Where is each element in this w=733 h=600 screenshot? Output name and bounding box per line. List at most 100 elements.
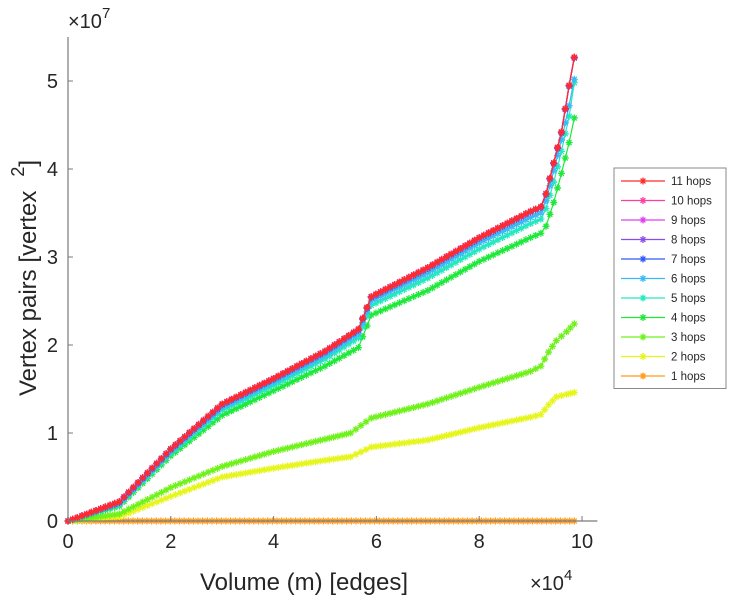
data-point	[129, 507, 137, 515]
data-point	[565, 81, 573, 89]
data-point	[352, 450, 360, 458]
series-line	[67, 57, 575, 522]
data-point	[542, 197, 550, 205]
legend-item: 8 hops	[621, 235, 706, 247]
data-point	[223, 461, 231, 469]
legend-label: 3 hops	[671, 332, 706, 344]
data-point	[157, 454, 165, 462]
data-point	[354, 334, 362, 342]
data-point	[367, 414, 375, 422]
data-point	[561, 154, 569, 162]
data-point	[274, 372, 282, 380]
data-point	[129, 503, 137, 511]
data-point	[237, 457, 245, 465]
data-point	[260, 450, 268, 458]
data-point	[195, 472, 203, 480]
data-point	[87, 508, 95, 516]
y-axis-label: Vertex pairs [vertex2]	[8, 160, 42, 396]
data-point	[153, 498, 161, 506]
data-point	[517, 370, 525, 378]
series-line	[67, 79, 575, 522]
data-point	[134, 478, 142, 486]
data-point	[190, 424, 198, 432]
data-point	[176, 489, 184, 497]
data-point	[381, 305, 389, 313]
legend-item: 1 hops	[621, 371, 706, 383]
data-point	[377, 412, 385, 420]
data-point	[457, 389, 465, 397]
data-point	[414, 437, 422, 445]
legend-item: 6 hops	[621, 274, 706, 286]
data-point	[561, 105, 569, 113]
data-point	[359, 319, 367, 327]
data-point	[312, 352, 320, 360]
data-point	[428, 266, 436, 274]
data-point	[237, 470, 245, 478]
data-point	[396, 288, 404, 296]
data-point	[92, 506, 100, 514]
data-point	[326, 344, 334, 352]
data-point	[433, 281, 441, 289]
x-axis-label: Volume (m) [edges]	[200, 569, 408, 596]
data-point	[372, 295, 380, 303]
data-point	[396, 440, 404, 448]
data-point	[563, 390, 571, 398]
data-point	[331, 341, 339, 349]
legend-label: 10 hops	[671, 196, 712, 208]
data-point	[466, 426, 474, 434]
data-point	[548, 342, 556, 350]
data-point	[554, 184, 562, 192]
data-point	[480, 243, 488, 251]
data-point	[557, 136, 565, 144]
data-point	[400, 285, 408, 293]
data-point	[480, 423, 488, 431]
data-point	[228, 460, 236, 468]
data-point	[513, 214, 521, 222]
data-point	[537, 411, 545, 419]
x-axis-exponent: ×104	[530, 567, 572, 595]
data-point	[424, 286, 432, 294]
data-point	[293, 369, 301, 377]
series-4-hops	[64, 114, 578, 525]
data-point	[176, 437, 184, 445]
data-point	[125, 505, 133, 513]
legend-marker-icon	[639, 177, 647, 185]
data-point	[508, 223, 516, 231]
data-point	[354, 325, 362, 333]
data-point	[554, 163, 562, 171]
data-point	[494, 249, 502, 257]
data-point	[162, 486, 170, 494]
data-point	[302, 357, 310, 365]
data-point	[396, 299, 404, 307]
legend-item: 2 hops	[621, 352, 706, 364]
data-point	[471, 385, 479, 393]
data-point	[335, 354, 343, 362]
data-point	[442, 253, 450, 261]
data-point	[428, 284, 436, 292]
data-point	[288, 378, 296, 386]
data-point	[410, 438, 418, 446]
data-point	[246, 454, 254, 462]
data-point	[335, 346, 343, 354]
data-point	[447, 273, 455, 281]
data-point	[391, 285, 399, 293]
series-line	[67, 57, 575, 522]
data-point	[362, 418, 370, 426]
data-point	[542, 190, 550, 198]
data-point	[347, 429, 355, 437]
data-point	[167, 445, 175, 453]
data-point	[377, 442, 385, 450]
data-point	[363, 308, 371, 316]
data-point	[246, 468, 254, 476]
data-point	[357, 448, 365, 456]
data-point	[508, 373, 516, 381]
series-10-hops	[64, 53, 578, 525]
data-point	[494, 377, 502, 385]
data-point	[284, 462, 292, 470]
data-point	[204, 412, 212, 420]
data-point	[461, 427, 469, 435]
data-point	[171, 482, 179, 490]
data-point	[190, 474, 198, 482]
data-point	[381, 290, 389, 298]
